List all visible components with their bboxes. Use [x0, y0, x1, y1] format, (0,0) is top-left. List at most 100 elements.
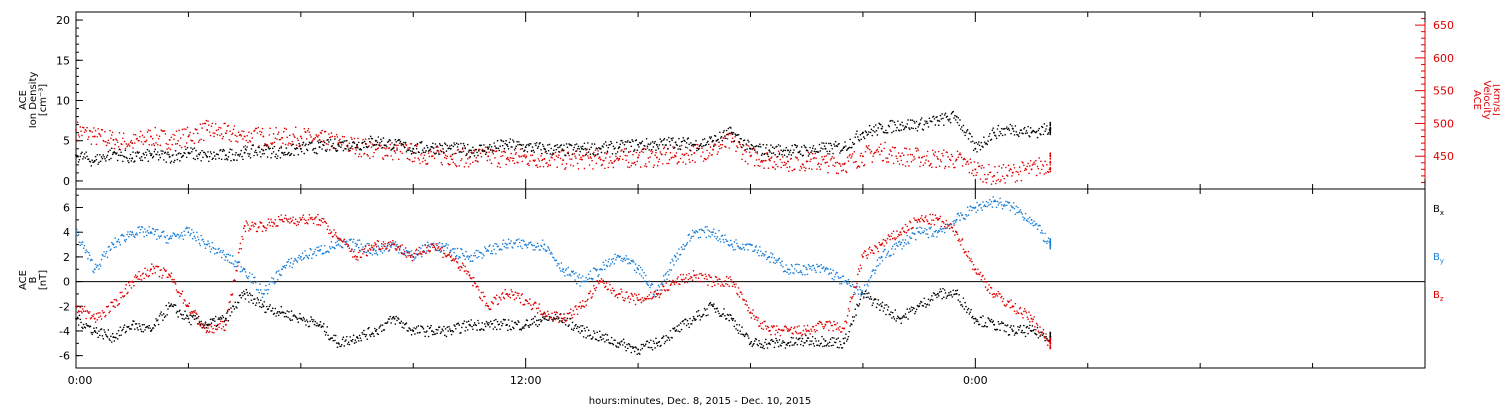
data-point	[759, 246, 761, 248]
data-point	[209, 323, 212, 326]
data-point	[956, 121, 959, 124]
density-tick-label: 15	[56, 54, 70, 67]
data-point	[893, 243, 896, 246]
data-point	[213, 247, 215, 250]
data-point	[796, 263, 799, 265]
data-point	[82, 323, 85, 326]
data-point	[772, 166, 775, 169]
data-point	[258, 225, 260, 228]
data-point	[250, 299, 253, 301]
data-point	[303, 256, 306, 259]
data-point	[517, 162, 519, 164]
data-point	[607, 338, 610, 341]
data-point	[472, 146, 474, 149]
data-point	[823, 270, 826, 272]
data-point	[1018, 132, 1021, 134]
data-point	[871, 161, 874, 163]
data-point	[157, 137, 160, 140]
data-point	[900, 129, 903, 131]
data-point	[241, 235, 243, 238]
data-point	[585, 336, 587, 339]
data-point	[986, 143, 989, 146]
data-point	[105, 252, 107, 255]
data-point	[672, 260, 674, 262]
data-point	[454, 248, 456, 250]
data-point	[880, 127, 883, 130]
data-point	[223, 320, 225, 323]
data-point	[717, 151, 719, 153]
data-point	[833, 278, 835, 281]
data-point	[471, 325, 473, 328]
data-point	[639, 349, 642, 351]
data-point	[604, 333, 607, 335]
data-point	[893, 121, 896, 124]
data-point	[1049, 246, 1052, 248]
data-point	[898, 129, 901, 132]
data-point	[871, 304, 874, 307]
data-point	[446, 326, 449, 329]
data-point	[133, 133, 135, 136]
data-point	[950, 153, 953, 156]
data-point	[241, 270, 243, 272]
data-point	[341, 141, 344, 143]
data-point	[250, 148, 253, 150]
data-point	[983, 204, 986, 206]
data-point	[767, 167, 770, 169]
data-point	[875, 306, 878, 309]
data-point	[167, 151, 169, 154]
data-point	[351, 145, 353, 148]
data-point	[151, 137, 154, 140]
data-point	[410, 250, 413, 252]
data-point	[423, 331, 426, 333]
data-point	[648, 341, 650, 344]
data-point	[876, 302, 879, 305]
data-point	[299, 255, 302, 258]
data-point	[794, 263, 797, 266]
data-point	[493, 319, 495, 322]
data-point	[214, 320, 216, 322]
data-point	[604, 167, 606, 170]
data-point	[501, 144, 504, 147]
data-point	[678, 324, 680, 326]
data-point	[876, 259, 879, 261]
data-point	[1036, 326, 1039, 329]
data-point	[515, 145, 518, 148]
data-point	[171, 234, 174, 237]
data-point	[438, 143, 441, 145]
data-point	[403, 146, 406, 149]
data-point	[213, 151, 215, 154]
data-point	[99, 153, 101, 156]
data-point	[907, 318, 909, 320]
data-point	[158, 275, 161, 278]
data-point	[957, 156, 960, 159]
data-point	[690, 235, 693, 238]
data-point	[976, 150, 978, 153]
data-point	[908, 236, 911, 238]
data-point	[89, 325, 92, 328]
data-point	[944, 292, 947, 294]
data-point	[543, 243, 546, 246]
data-point	[305, 319, 308, 321]
data-point	[109, 149, 111, 151]
data-point	[205, 331, 208, 334]
data-point	[86, 126, 88, 129]
data-point	[196, 313, 198, 316]
data-point	[971, 169, 974, 172]
data-point	[495, 150, 498, 152]
data-point	[474, 254, 477, 257]
data-point	[110, 335, 112, 338]
data-point	[298, 254, 300, 257]
data-point	[756, 152, 759, 155]
data-point	[460, 326, 463, 329]
data-point	[153, 233, 156, 236]
data-point	[798, 263, 800, 266]
data-point	[426, 330, 428, 332]
data-point	[606, 265, 609, 268]
data-point	[209, 134, 212, 137]
data-point	[563, 313, 565, 315]
data-point	[301, 319, 304, 322]
data-point	[862, 136, 865, 138]
data-point	[191, 310, 193, 313]
data-point	[875, 129, 878, 132]
data-point	[327, 143, 329, 146]
